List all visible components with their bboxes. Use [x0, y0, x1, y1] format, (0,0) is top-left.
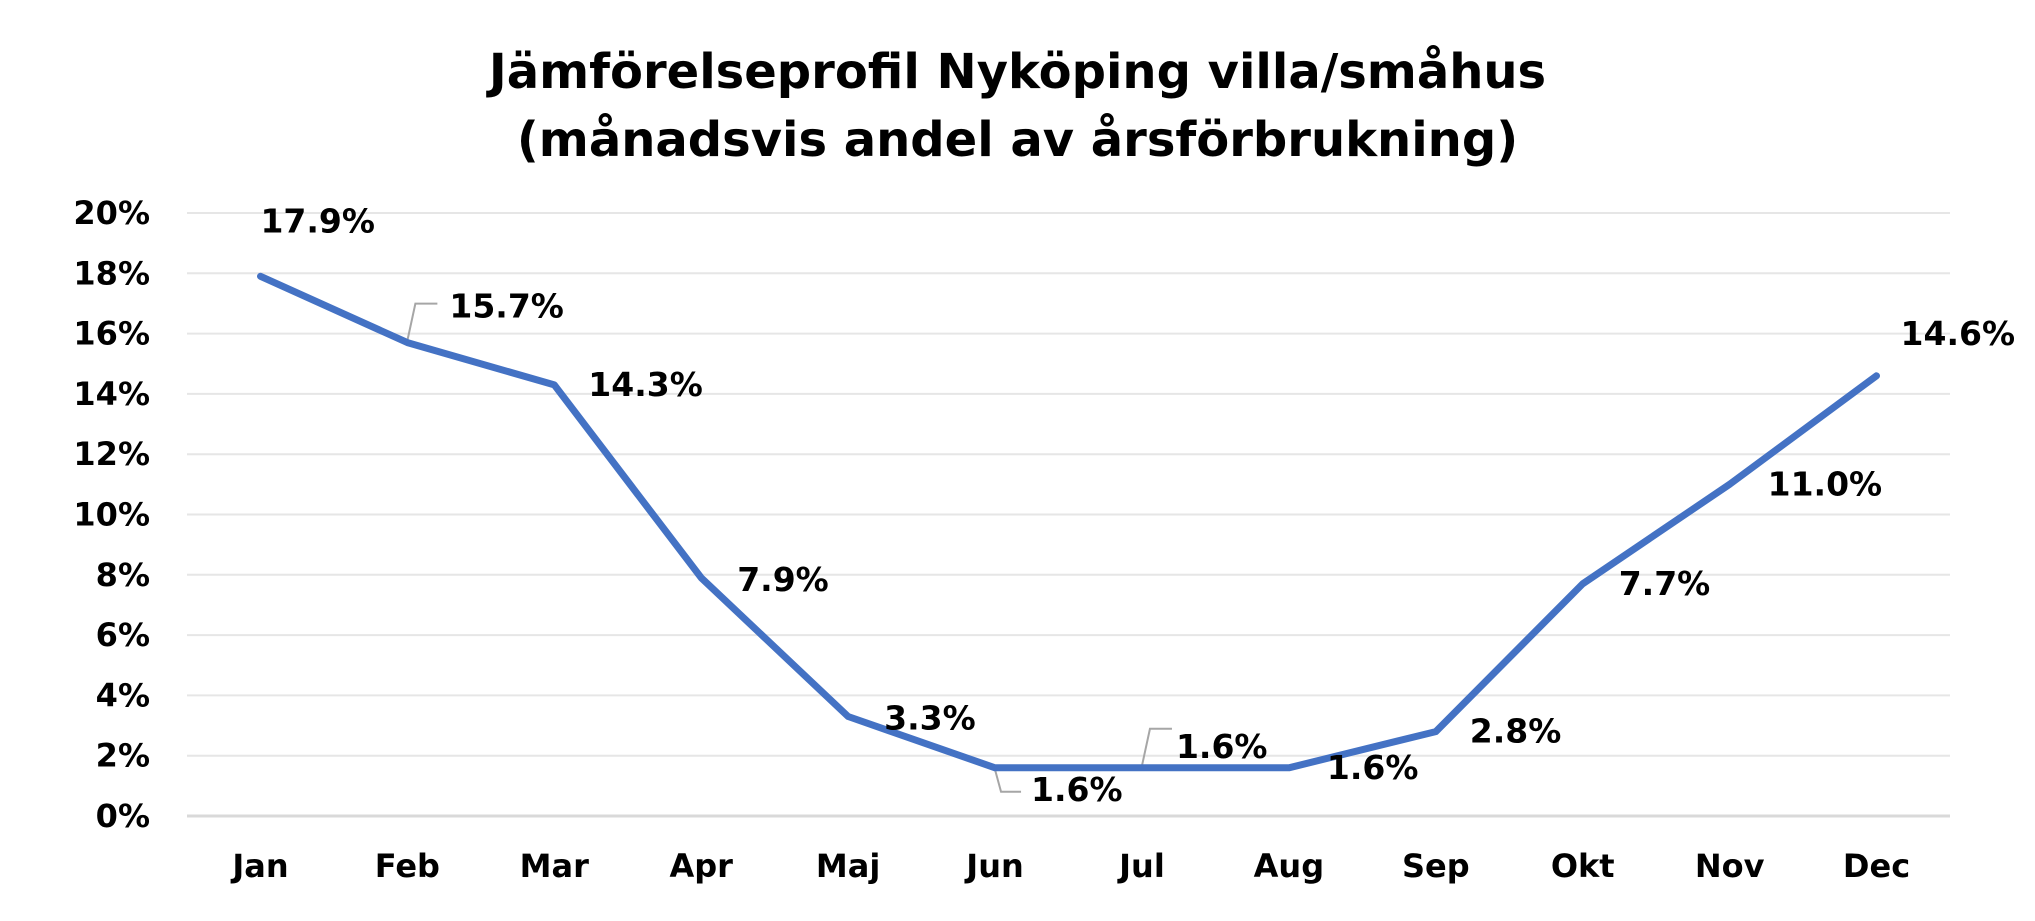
data-label: 2.8% — [1470, 712, 1562, 751]
x-tick-label: Dec — [1843, 847, 1910, 885]
leader-line — [994, 769, 1022, 793]
y-tick-label: 18% — [73, 254, 150, 292]
gridlines — [187, 212, 1950, 818]
series-line-group — [257, 272, 1880, 772]
data-label: 17.9% — [260, 201, 375, 240]
leader-line — [406, 302, 438, 341]
x-axis-tick-labels: Jan Feb Mar Apr Maj Jun Jul Aug Sep Okt Nov Dec — [230, 847, 1910, 885]
series-line — [257, 272, 1880, 772]
chart-title-line-1: Jämförelseprofil Nyköping villa/småhus — [488, 44, 1547, 100]
y-tick-label: 12% — [73, 435, 150, 473]
data-label: 14.6% — [1901, 314, 2016, 353]
y-tick-label: 20% — [73, 194, 150, 232]
y-tick-label: 0% — [96, 797, 150, 835]
x-tick-label: Jul — [1117, 847, 1165, 885]
data-labels: 17.9% 15.7% 14.3% 7.9% 3.3% 1.6% 1.6% 1.6% 2.8% 7… — [260, 201, 2015, 808]
data-label: 14.3% — [588, 365, 703, 404]
y-tick-label: 2% — [96, 737, 150, 775]
y-tick-label: 8% — [96, 556, 150, 594]
data-label: 7.9% — [737, 560, 829, 599]
x-tick-label: Maj — [816, 847, 880, 885]
x-tick-label: Okt — [1551, 847, 1615, 885]
y-tick-label: 6% — [96, 616, 150, 654]
chart-title-line-2: (månadsvis andel av årsförbrukning) — [516, 112, 1519, 168]
data-label-leader-lines — [406, 302, 1172, 793]
x-tick-label: Mar — [520, 847, 589, 885]
data-label: 15.7% — [449, 287, 564, 326]
data-label: 7.7% — [1619, 564, 1711, 603]
y-tick-label: 4% — [96, 676, 150, 714]
data-label: 11.0% — [1768, 464, 1883, 503]
data-label: 1.6% — [1327, 748, 1419, 787]
x-tick-label: Jan — [230, 847, 288, 885]
data-label: 3.3% — [884, 699, 976, 738]
x-tick-label: Aug — [1254, 847, 1324, 885]
chart-title: Jämförelseprofil Nyköping villa/småhus (… — [0, 38, 2035, 174]
y-tick-label: 14% — [73, 375, 150, 413]
x-tick-label: Sep — [1402, 847, 1470, 885]
x-tick-label: Nov — [1695, 847, 1765, 885]
data-label: 1.6% — [1031, 770, 1123, 809]
leader-line — [1140, 727, 1172, 766]
x-tick-label: Apr — [669, 847, 733, 885]
y-tick-label: 16% — [73, 315, 150, 353]
y-tick-label: 10% — [73, 496, 150, 534]
x-tick-label: Jun — [964, 847, 1023, 885]
y-axis-tick-labels: 0% 2% 4% 6% 8% 10% 12% 14% 16% 18% 20% — [73, 194, 150, 835]
data-label: 1.6% — [1176, 727, 1268, 766]
x-tick-label: Feb — [375, 847, 440, 885]
